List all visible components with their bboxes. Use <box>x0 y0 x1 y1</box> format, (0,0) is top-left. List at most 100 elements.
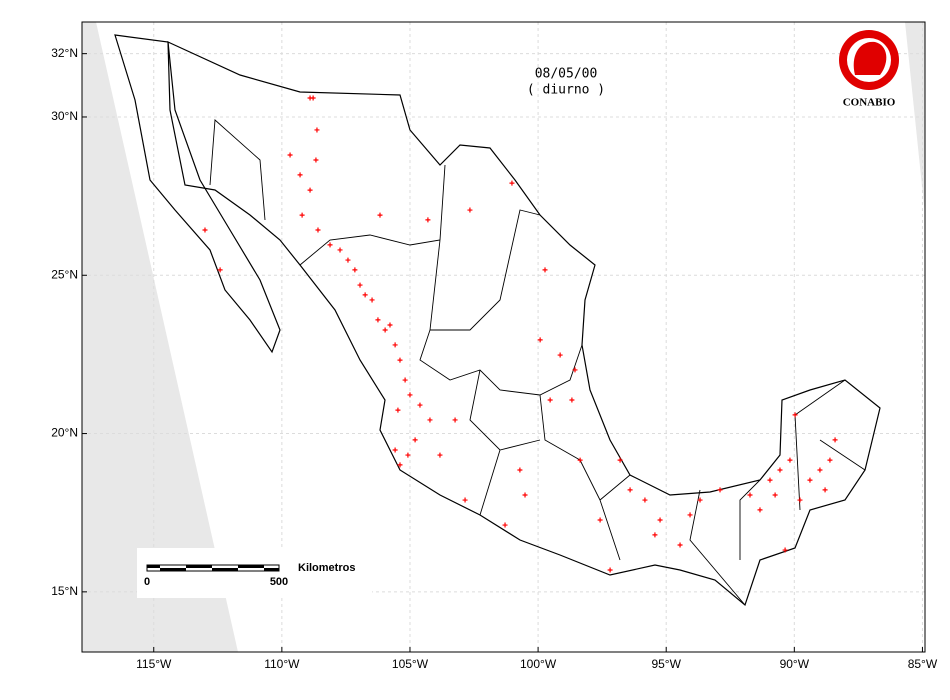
fire-point <box>405 452 411 458</box>
fire-point <box>395 407 401 413</box>
margin-right <box>905 22 925 215</box>
y-tick-label: 15°N <box>51 584 78 598</box>
fire-point <box>777 467 783 473</box>
fire-point <box>617 457 623 463</box>
fire-point <box>452 417 458 423</box>
fire-point <box>652 532 658 538</box>
scale-bar: Kilometros 0 500 <box>137 548 372 598</box>
fire-point <box>537 337 543 343</box>
fire-point <box>315 227 321 233</box>
fire-point <box>299 212 305 218</box>
fire-point <box>375 317 381 323</box>
fire-point <box>357 282 363 288</box>
fire-point <box>437 452 443 458</box>
fire-point <box>397 357 403 363</box>
logo-text: CONABIO <box>843 97 896 109</box>
fire-point <box>397 462 403 468</box>
fire-point <box>542 267 548 273</box>
fire-point <box>310 95 316 101</box>
fire-point <box>502 522 508 528</box>
fire-point <box>787 457 793 463</box>
x-tick-label: 115°W <box>136 657 172 671</box>
fire-points <box>202 95 838 573</box>
fire-point <box>307 187 313 193</box>
fire-point <box>382 327 388 333</box>
y-tick-label: 20°N <box>51 426 78 440</box>
fire-point <box>832 437 838 443</box>
fire-point <box>362 292 368 298</box>
fire-point <box>557 352 563 358</box>
fire-point <box>782 547 788 553</box>
fire-point <box>402 377 408 383</box>
scale-box <box>137 548 372 598</box>
x-tick-label: 110°W <box>264 657 300 671</box>
date-subtitle: ( diurno ) <box>527 83 605 98</box>
fire-point <box>547 397 553 403</box>
fire-point <box>757 507 763 513</box>
fire-point <box>767 477 773 483</box>
fire-point <box>297 172 303 178</box>
projection-margins <box>82 22 925 652</box>
fire-point <box>657 517 663 523</box>
outline <box>114 34 881 607</box>
fire-point <box>772 492 778 498</box>
fire-point <box>697 497 703 503</box>
fire-point <box>387 322 393 328</box>
fire-point <box>462 497 468 503</box>
fire-point <box>807 477 813 483</box>
fire-point <box>369 297 375 303</box>
fire-point <box>425 217 431 223</box>
fire-point <box>569 397 575 403</box>
x-tick-label: 105°W <box>392 657 429 671</box>
fire-point <box>407 392 413 398</box>
fire-point <box>377 212 383 218</box>
scale-bar-checks <box>147 565 279 571</box>
fire-point <box>817 467 823 473</box>
x-tick-label: 90°W <box>780 657 810 671</box>
fire-point <box>572 367 578 373</box>
scale-label: Kilometros <box>298 562 355 574</box>
fire-point <box>822 487 828 493</box>
fire-point <box>792 412 798 418</box>
baja <box>114 34 281 354</box>
fire-point <box>747 492 753 498</box>
fire-point <box>337 247 343 253</box>
fire-point <box>392 447 398 453</box>
fire-point <box>717 487 723 493</box>
date-title: 08/05/00 <box>535 67 598 82</box>
fire-point <box>417 402 423 408</box>
fire-point <box>627 487 633 493</box>
fire-point <box>597 517 603 523</box>
fire-point <box>642 497 648 503</box>
x-tick-label: 85°W <box>908 657 938 671</box>
axes: 115°W 110°W 105°W 100°W 95°W 90°W 85°W 15°N 20°N… <box>51 46 938 671</box>
scale-start: 0 <box>144 576 150 588</box>
x-tick-label: 95°W <box>651 657 681 671</box>
margin-left <box>82 22 238 652</box>
fire-point <box>607 567 613 573</box>
fire-point <box>827 457 833 463</box>
fire-point <box>509 180 515 186</box>
logo-figure <box>853 41 887 75</box>
frame <box>81 21 926 653</box>
fire-point <box>217 267 223 273</box>
fire-point <box>345 257 351 263</box>
state-lines <box>209 119 866 606</box>
fire-point <box>467 207 473 213</box>
y-tick-label: 32°N <box>51 46 78 60</box>
fire-point <box>427 417 433 423</box>
y-tick-label: 30°N <box>51 109 78 123</box>
fire-point <box>517 467 523 473</box>
logo: CONABIO <box>839 30 899 109</box>
fire-point <box>202 227 208 233</box>
fire-point <box>352 267 358 273</box>
fire-point <box>392 342 398 348</box>
fire-point <box>287 152 293 158</box>
fire-point <box>677 542 683 548</box>
x-tick-label: 100°W <box>520 657 557 671</box>
fire-point <box>313 157 319 163</box>
fire-point <box>522 492 528 498</box>
fire-point <box>412 437 418 443</box>
scale-end: 500 <box>270 576 288 588</box>
